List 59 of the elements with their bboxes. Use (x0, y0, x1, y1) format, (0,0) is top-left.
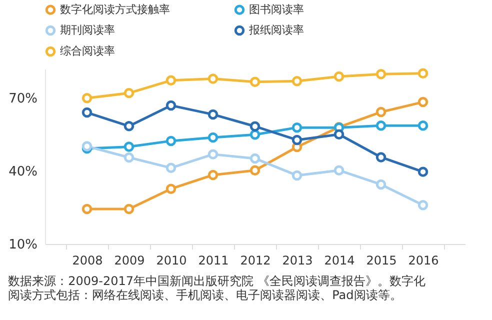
point (124, 142, 134, 152)
point (208, 170, 218, 180)
y-tick-label: 10% (8, 238, 38, 252)
point (166, 136, 176, 146)
legend-label: 报纸阅读率 (248, 24, 304, 36)
point (124, 88, 134, 98)
legend-label: 图书阅读率 (249, 2, 304, 16)
point (334, 71, 344, 82)
point (418, 120, 428, 131)
point (250, 76, 260, 87)
point (250, 165, 260, 176)
point (334, 129, 344, 140)
point (376, 120, 386, 131)
point (418, 200, 428, 210)
point (124, 204, 134, 214)
point (166, 100, 176, 111)
point (124, 152, 134, 163)
legend-label: 期刊阅读率 (60, 24, 115, 36)
x-tick-label: 2011 (198, 254, 229, 268)
point (124, 121, 134, 132)
point (376, 152, 386, 162)
point (292, 170, 302, 181)
point (292, 134, 302, 146)
point (166, 75, 176, 86)
point (82, 141, 92, 152)
point (376, 68, 386, 80)
point (208, 132, 218, 143)
x-tick-label: 2015 (366, 254, 397, 268)
y-tick-label: 40% (8, 164, 38, 180)
x-tick-label: 2010 (156, 254, 187, 268)
point (250, 121, 260, 132)
point (208, 74, 218, 84)
x-tick-label: 2016 (408, 254, 439, 268)
point (208, 149, 218, 160)
point (376, 179, 386, 190)
point (208, 109, 218, 120)
x-tick-label: 2008 (72, 254, 103, 268)
x-tick-label: 2012 (240, 254, 271, 268)
point (82, 93, 92, 104)
point (250, 130, 260, 140)
y-tick-label: 70% (8, 92, 38, 107)
x-tick-label: 2009 (114, 254, 145, 268)
point (418, 166, 428, 177)
point (292, 76, 302, 86)
legend-label: 数字化阅读方式接触率 (60, 2, 170, 16)
point (418, 68, 428, 78)
point (82, 204, 92, 214)
legend-label: 综合阅读率 (60, 44, 115, 58)
point (166, 184, 176, 194)
x-tick-label: 2014 (324, 254, 355, 268)
point (292, 122, 302, 133)
point (418, 96, 428, 108)
x-tick-label: 2013 (282, 254, 313, 268)
source-note: 数据来源：2009-2017年中国新闻出版研究院 《全民阅读调查报告》。数字化阅读方式包括：网络在线阅读、手机阅读、电子阅读器阅读、Pad阅读等。 (8, 274, 426, 302)
point (82, 107, 92, 118)
point (376, 106, 386, 118)
point (334, 165, 344, 176)
point (250, 153, 260, 164)
point (166, 162, 176, 174)
